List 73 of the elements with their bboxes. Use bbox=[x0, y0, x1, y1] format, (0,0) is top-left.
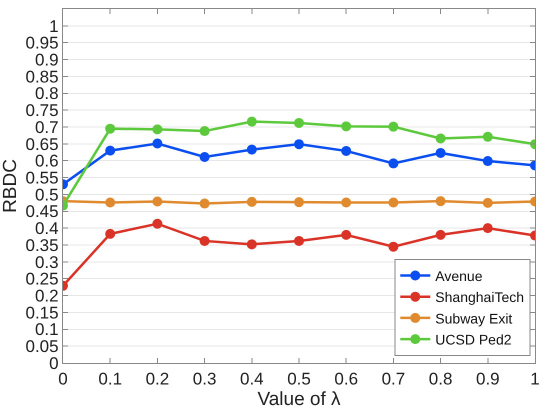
point bbox=[105, 228, 116, 239]
point bbox=[246, 144, 257, 155]
point bbox=[482, 156, 493, 166]
point bbox=[436, 133, 446, 144]
x-tick-label: 1 bbox=[530, 369, 540, 388]
y-tick-label: 0.75 bbox=[26, 101, 59, 120]
point bbox=[105, 198, 116, 208]
x-tick-label: 0.2 bbox=[146, 369, 170, 388]
point bbox=[436, 196, 446, 206]
x-tick-label: 0.3 bbox=[192, 369, 216, 388]
point bbox=[341, 146, 352, 156]
y-tick-label: 0.9 bbox=[34, 50, 59, 70]
point bbox=[294, 236, 304, 246]
point bbox=[341, 121, 352, 132]
y-tick-label: 0.7 bbox=[34, 118, 59, 137]
point bbox=[200, 152, 210, 162]
y-tick-label: 1 bbox=[49, 16, 59, 36]
point bbox=[246, 196, 257, 207]
y-tick-label: 0.95 bbox=[26, 34, 59, 53]
point bbox=[105, 146, 116, 156]
y-tick-label: 0.1 bbox=[34, 320, 59, 340]
y-tick-label: 0.85 bbox=[26, 67, 59, 86]
y-tick-label: 0.15 bbox=[26, 303, 59, 322]
x-tick-label: 0.5 bbox=[287, 369, 311, 388]
y-tick-label: 0.4 bbox=[34, 219, 59, 238]
point bbox=[388, 198, 398, 208]
legend-label: Avenue bbox=[435, 268, 483, 284]
point bbox=[246, 116, 257, 127]
y-tick-label: 0.3 bbox=[34, 252, 59, 272]
point bbox=[200, 198, 210, 209]
y-tick-label: 0.2 bbox=[34, 286, 59, 306]
point bbox=[200, 126, 210, 136]
point bbox=[294, 118, 304, 128]
point bbox=[246, 239, 257, 250]
point bbox=[388, 242, 398, 252]
point bbox=[294, 139, 304, 150]
x-tick-label: 0.8 bbox=[428, 369, 452, 388]
point bbox=[294, 197, 304, 208]
y-tick-label: 0.35 bbox=[26, 236, 59, 255]
y-tick-label: 0.05 bbox=[26, 337, 59, 356]
point bbox=[200, 236, 210, 246]
y-tick-label: 0.6 bbox=[34, 152, 59, 171]
y-tick-label: 0.45 bbox=[26, 202, 59, 222]
x-tick-label: 0.6 bbox=[334, 369, 358, 388]
y-tick-label: 0.5 bbox=[34, 185, 59, 204]
y-tick-label: 0.8 bbox=[34, 84, 59, 104]
legend-label: Subway Exit bbox=[435, 310, 512, 326]
point bbox=[388, 158, 398, 168]
y-axis-title: RBDC bbox=[0, 159, 21, 213]
x-tick-label: 0.7 bbox=[382, 369, 406, 388]
point bbox=[152, 138, 162, 149]
y-tick-label: 0.65 bbox=[26, 134, 59, 154]
point bbox=[341, 230, 352, 240]
point bbox=[152, 196, 162, 207]
point bbox=[152, 124, 162, 134]
y-tick-label: 0.55 bbox=[26, 168, 59, 188]
point bbox=[482, 223, 493, 234]
legend-label: ShanghaiTech bbox=[435, 289, 524, 306]
point bbox=[436, 230, 446, 240]
point bbox=[152, 218, 162, 229]
point bbox=[482, 198, 493, 208]
point bbox=[388, 122, 398, 132]
x-axis-title: Value of λ bbox=[257, 389, 342, 410]
legend-label: UCSD Ped2 bbox=[435, 332, 512, 348]
point bbox=[105, 124, 116, 134]
y-tick-label: 0 bbox=[49, 354, 59, 373]
point bbox=[482, 132, 493, 142]
x-tick-label: 0.9 bbox=[476, 369, 500, 388]
point bbox=[436, 148, 446, 158]
x-tick-label: 0.4 bbox=[240, 369, 264, 388]
x-tick-label: 0.1 bbox=[98, 369, 122, 388]
point bbox=[341, 198, 352, 208]
y-tick-label: 0.25 bbox=[26, 270, 59, 289]
